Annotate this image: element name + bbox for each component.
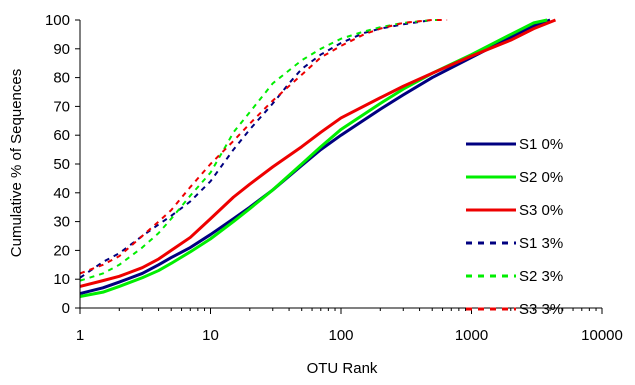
x-tick-label: 10000 xyxy=(581,327,623,344)
y-tick-label: 60 xyxy=(53,127,70,144)
series-line-s2-0 xyxy=(79,18,548,298)
x-axis-title: OTU Rank xyxy=(307,360,378,377)
y-tick-label: 90 xyxy=(53,41,70,58)
y-tick-label: 50 xyxy=(53,156,70,173)
legend-label: S2 3% xyxy=(519,268,563,285)
y-tick-label: 10 xyxy=(53,271,70,288)
y-tick-label: 100 xyxy=(45,12,70,29)
legend-label: S2 0% xyxy=(519,169,563,186)
y-tick-label: 0 xyxy=(62,300,70,317)
y-tick-label: 30 xyxy=(53,214,70,231)
y-tick-label: 80 xyxy=(53,70,70,87)
series-line-s1-0 xyxy=(79,18,551,296)
x-ticks: 1 10 100 1000 10000 xyxy=(76,308,623,344)
x-tick-label: 100 xyxy=(328,327,353,344)
plot-series xyxy=(79,18,557,298)
x-tick-label: 10 xyxy=(202,327,219,344)
legend-label: S3 3% xyxy=(519,301,563,318)
y-ticks: 0 10 20 30 40 50 60 70 80 90 100 xyxy=(45,12,80,317)
legend-label: S1 0% xyxy=(519,136,563,153)
y-tick-label: 70 xyxy=(53,98,70,115)
x-tick-label: 1000 xyxy=(455,327,488,344)
y-tick-label: 40 xyxy=(53,185,70,202)
y-tick-label: 20 xyxy=(53,242,70,259)
x-tick-label: 1 xyxy=(76,327,84,344)
series-line-s2-3 xyxy=(79,19,443,282)
y-axis-title: Cumulative % of Sequences xyxy=(8,69,25,257)
legend-label: S3 0% xyxy=(519,202,563,219)
series-line-s3-3 xyxy=(79,19,448,275)
series-line-s3-0 xyxy=(79,18,557,288)
series-line-s1-3 xyxy=(79,19,433,279)
legend: S1 0% S2 0% S3 0% S1 3% S2 3% S3 3% xyxy=(466,136,563,318)
legend-label: S1 3% xyxy=(519,235,563,252)
